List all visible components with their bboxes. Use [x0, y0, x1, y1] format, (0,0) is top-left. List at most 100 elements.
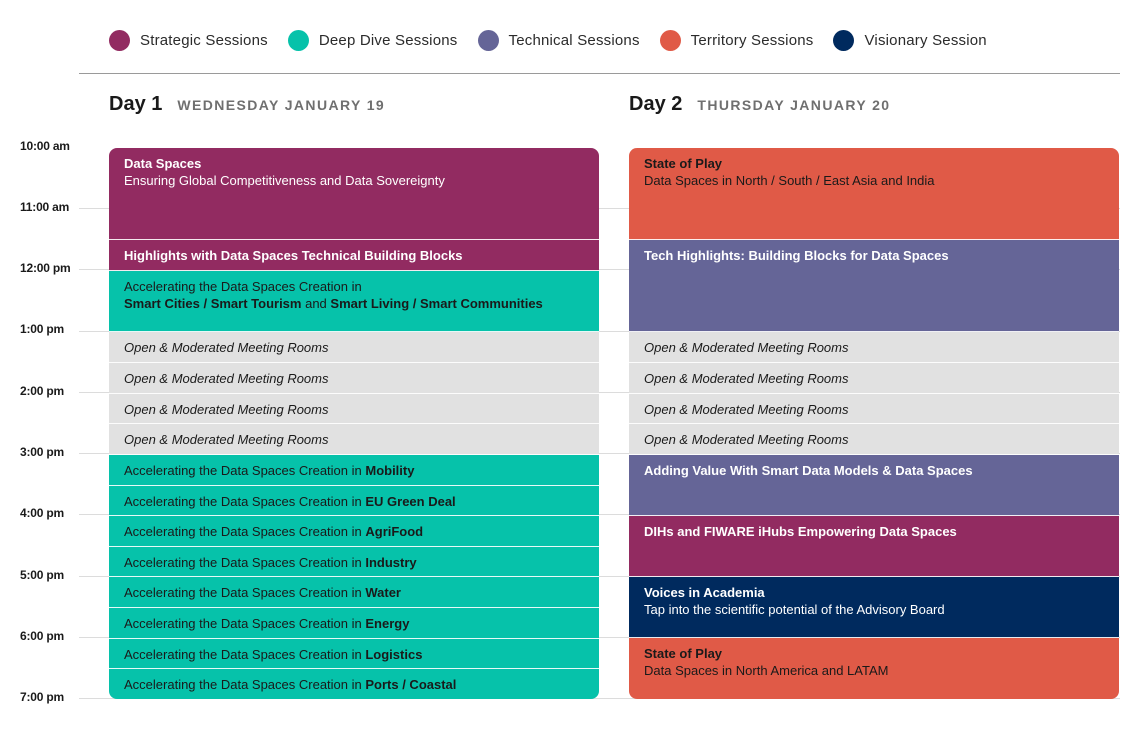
territory-dot-icon	[659, 29, 681, 51]
grid-line	[79, 392, 1120, 393]
session-title: Voices in Academia	[644, 585, 765, 600]
session-prefix: Accelerating the Data Spaces Creation in	[124, 524, 366, 539]
session-title: Open & Moderated Meeting Rooms	[124, 371, 329, 386]
session-title: Open & Moderated Meeting Rooms	[124, 432, 329, 447]
strategic-dot-icon	[109, 29, 130, 51]
time-label: 4:00 pm	[20, 506, 64, 520]
technical-dot-icon	[477, 29, 499, 51]
time-label: 11:00 am	[20, 200, 70, 214]
session-title: Data Spaces	[124, 156, 202, 171]
session-block[interactable]: Adding Value With Smart Data Models & Da…	[629, 455, 1119, 516]
session-topic: Ports / Coastal	[365, 677, 457, 692]
session-prefix: Accelerating the Data Spaces Creation in	[124, 585, 366, 600]
grid-line	[79, 576, 1120, 577]
session-prefix: Accelerating the Data Spaces Creation in	[124, 677, 366, 692]
session-subtitle: Ensuring Global Competitiveness and Data…	[124, 173, 445, 188]
session-block[interactable]: Accelerating the Data Spaces Creation in…	[109, 486, 599, 516]
session-block[interactable]: Highlights with Data Spaces Technical Bu…	[109, 240, 599, 271]
time-label: 6:00 pm	[20, 629, 64, 643]
session-block[interactable]: Accelerating the Data Spaces Creation in…	[109, 516, 599, 547]
grid-line	[79, 208, 1120, 209]
session-topic: Smart Cities / Smart Tourism	[124, 296, 302, 311]
session-prefix: Accelerating the Data Spaces Creation in	[124, 647, 366, 662]
session-title: State of Play	[644, 646, 723, 661]
open-room-block[interactable]: Open & Moderated Meeting Rooms	[109, 363, 599, 394]
day1-title: Day 1	[109, 93, 163, 115]
open-room-block[interactable]: Open & Moderated Meeting Rooms	[109, 424, 599, 455]
divider	[79, 73, 1120, 74]
session-topic: Smart Living / Smart Communities	[330, 296, 543, 311]
time-label: 2:00 pm	[20, 384, 64, 398]
session-subtitle: Data Spaces in North America and LATAM	[644, 663, 889, 678]
time-label: 10:00 am	[20, 139, 70, 153]
session-title: Open & Moderated Meeting Rooms	[644, 402, 849, 417]
session-title: Tech Highlights: Building Blocks for Dat…	[644, 248, 949, 263]
legend-label: Strategic Sessions	[140, 31, 268, 49]
grid-line	[79, 698, 1120, 699]
legend-label: Technical Sessions	[508, 31, 640, 49]
session-title: Open & Moderated Meeting Rooms	[644, 340, 849, 355]
session-prefix: Accelerating the Data Spaces Creation in	[124, 616, 366, 631]
session-title: Open & Moderated Meeting Rooms	[124, 340, 329, 355]
grid-line	[79, 453, 1120, 454]
legend-label: Deep Dive Sessions	[318, 31, 458, 49]
legend-label: Visionary Session	[864, 31, 987, 49]
grid-line	[79, 331, 1120, 332]
grid-line	[79, 637, 1120, 638]
session-block[interactable]: Accelerating the Data Spaces Creation in…	[109, 577, 599, 608]
day1-schedule: Data Spaces Ensuring Global Competitiven…	[109, 148, 599, 699]
legend-item-technical: Technical Sessions	[477, 29, 640, 51]
session-block[interactable]: Accelerating the Data Spaces Creation in…	[109, 669, 599, 699]
session-title: Highlights with Data Spaces Technical Bu…	[124, 248, 463, 263]
session-title: Accelerating the Data Spaces Creation in	[124, 279, 362, 294]
session-topic: Energy	[365, 616, 410, 631]
legend-item-deep-dive: Deep Dive Sessions	[287, 29, 458, 51]
open-room-block[interactable]: Open & Moderated Meeting Rooms	[629, 424, 1119, 455]
day2-schedule: State of Play Data Spaces in North / Sou…	[629, 148, 1119, 699]
session-block[interactable]: Voices in Academia Tap into the scientif…	[629, 577, 1119, 638]
open-room-block[interactable]: Open & Moderated Meeting Rooms	[629, 332, 1119, 363]
session-block[interactable]: Accelerating the Data Spaces Creation in…	[109, 547, 599, 577]
legend-item-visionary: Visionary Session	[833, 29, 987, 51]
session-prefix: Accelerating the Data Spaces Creation in	[124, 494, 366, 509]
open-room-block[interactable]: Open & Moderated Meeting Rooms	[109, 394, 599, 424]
session-block[interactable]: Accelerating the Data Spaces Creation in…	[109, 271, 599, 332]
session-title: Open & Moderated Meeting Rooms	[644, 371, 849, 386]
grid-line	[79, 514, 1120, 515]
session-prefix: Accelerating the Data Spaces Creation in	[124, 463, 366, 478]
day2-header: Day 2 THURSDAY JANUARY 20	[629, 93, 890, 119]
session-block[interactable]: Accelerating the Data Spaces Creation in…	[109, 639, 599, 669]
session-block[interactable]: Tech Highlights: Building Blocks for Dat…	[629, 240, 1119, 332]
session-title: Adding Value With Smart Data Models & Da…	[644, 463, 973, 478]
open-room-block[interactable]: Open & Moderated Meeting Rooms	[629, 394, 1119, 424]
session-block[interactable]: DIHs and FIWARE iHubs Empowering Data Sp…	[629, 516, 1119, 577]
session-title: Open & Moderated Meeting Rooms	[124, 402, 329, 417]
grid-line	[79, 269, 1120, 270]
session-topic: Water	[365, 585, 401, 600]
session-topic: Industry	[365, 555, 417, 570]
legend-item-strategic: Strategic Sessions	[109, 29, 268, 51]
open-room-block[interactable]: Open & Moderated Meeting Rooms	[109, 332, 599, 363]
session-block[interactable]: State of Play Data Spaces in North Ameri…	[629, 638, 1119, 699]
time-label: 7:00 pm	[20, 690, 64, 704]
day1-date: WEDNESDAY JANUARY 19	[177, 97, 386, 113]
session-connector: and	[301, 296, 331, 311]
session-topic: Mobility	[365, 463, 415, 478]
time-label: 5:00 pm	[20, 568, 64, 582]
legend-item-territory: Territory Sessions	[659, 29, 814, 51]
time-label: 3:00 pm	[20, 445, 64, 459]
session-block[interactable]: State of Play Data Spaces in North / Sou…	[629, 148, 1119, 240]
session-block[interactable]: Accelerating the Data Spaces Creation in…	[109, 608, 599, 639]
session-title: Open & Moderated Meeting Rooms	[644, 432, 849, 447]
open-room-block[interactable]: Open & Moderated Meeting Rooms	[629, 363, 1119, 394]
session-topic: AgriFood	[365, 524, 424, 539]
day2-date: THURSDAY JANUARY 20	[697, 97, 891, 113]
session-block[interactable]: Accelerating the Data Spaces Creation in…	[109, 455, 599, 486]
session-subtitle: Tap into the scientific potential of the…	[644, 602, 945, 617]
legend: Strategic Sessions Deep Dive Sessions Te…	[109, 29, 1007, 51]
session-title: State of Play	[644, 156, 723, 171]
day1-header: Day 1 WEDNESDAY JANUARY 19	[109, 93, 385, 119]
time-label: 12:00 pm	[20, 261, 71, 275]
session-topic: Logistics	[365, 647, 423, 662]
session-block[interactable]: Data Spaces Ensuring Global Competitiven…	[109, 148, 599, 240]
